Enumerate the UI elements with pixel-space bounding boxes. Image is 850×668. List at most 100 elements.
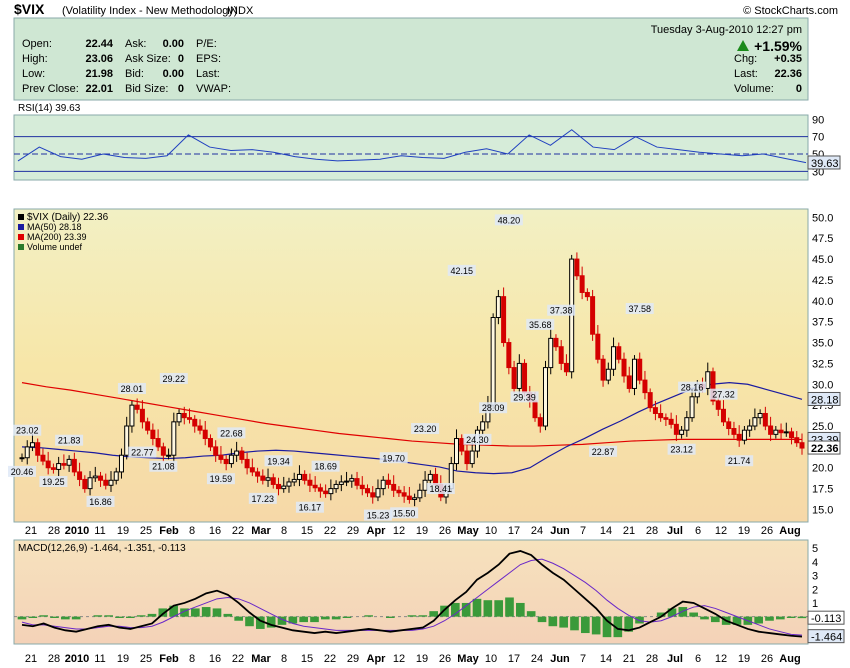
ma200-line [21, 382, 803, 447]
macd-tick-label: 4 [812, 557, 818, 569]
macd-histogram-bar [754, 616, 763, 624]
price-annotation-box [709, 388, 738, 400]
price-panel [13, 208, 809, 523]
candle-body [202, 429, 208, 440]
price-annotation-box [411, 423, 440, 435]
quote-value: 23.06 [85, 53, 113, 65]
candle-body [281, 485, 287, 490]
quote-value: 0 [796, 83, 802, 95]
x-tick-label: Jul [667, 525, 683, 537]
candle-body [417, 489, 423, 499]
quote-label: Bid Size: [125, 83, 168, 95]
price-tick-label: 37.5 [812, 317, 833, 329]
legend-swatch [18, 234, 24, 240]
quote-label: Ask: [125, 38, 146, 50]
candle-body [197, 425, 203, 431]
x-tick-label: Aug [779, 653, 800, 665]
candle-body [71, 458, 77, 473]
price-annotation: 35.68 [529, 320, 552, 330]
macd-histogram-bar [288, 616, 298, 624]
candle-body [385, 479, 391, 485]
candle-body [532, 400, 538, 419]
candle-body [595, 333, 601, 360]
macd-histogram-bar [115, 616, 124, 618]
quote-panel [13, 17, 809, 101]
candle-body [66, 458, 72, 466]
x-tick-label: 12 [393, 653, 405, 665]
price-tick-label: 20.0 [812, 463, 833, 475]
macd-histogram-bar [635, 616, 644, 624]
candle-body [747, 425, 753, 431]
candle-body [223, 458, 229, 465]
price-annotation: 18.41 [430, 484, 453, 494]
candle-body [396, 489, 402, 494]
candle-body [150, 429, 156, 440]
candle-body [260, 475, 266, 481]
macd-histogram-bar [613, 616, 623, 638]
macd-histogram-bar [418, 615, 428, 617]
macd-histogram-bar [104, 615, 113, 617]
quote-label: Low: [22, 68, 45, 80]
x-tick-label: 29 [347, 653, 359, 665]
candle-body [490, 317, 496, 406]
candle-body [286, 481, 292, 487]
candle-body [611, 346, 617, 370]
candle-body [333, 483, 339, 490]
quote-value: 22.36 [774, 68, 802, 80]
price-annotation: 21.83 [58, 436, 81, 446]
candle-body [375, 488, 381, 498]
quote-label: Prev Close: [22, 83, 79, 95]
candle-body [710, 371, 716, 402]
price-annotation-box [149, 460, 178, 472]
price-annotation: 29.22 [163, 374, 186, 384]
x-tick-label: 8 [281, 653, 287, 665]
rsi-tick-label: 90 [812, 114, 824, 126]
candle-body [129, 404, 135, 427]
change-percent: +1.59% [754, 38, 802, 54]
candle-body [762, 412, 768, 427]
candle-body [270, 477, 276, 485]
price-annotation-box [363, 509, 392, 521]
price-annotation: 16.86 [89, 497, 112, 507]
macd-histogram-bar [17, 616, 27, 620]
candle-body [579, 275, 585, 293]
symbol-name: (Volatility Index - New Methodology) [62, 5, 237, 17]
quote-label: EPS: [196, 53, 221, 65]
macd-histogram-bar [667, 608, 677, 617]
macd-histogram-bar [299, 616, 308, 623]
macd-histogram-bar [765, 616, 774, 621]
candle-body [427, 473, 433, 481]
macd-histogram-bar [483, 600, 493, 617]
x-tick-label: Jun [550, 525, 570, 537]
price-annotation: 22.77 [131, 448, 154, 458]
x-tick-label: Aug [779, 525, 800, 537]
x-tick-label: 15 [301, 653, 313, 665]
macd-histogram-bar [364, 615, 373, 617]
candle-body [24, 446, 30, 459]
candle-body [213, 446, 219, 456]
macd-histogram-bar [245, 616, 254, 627]
macd-histogram-bar [732, 616, 742, 625]
candle-body [103, 479, 109, 486]
candle-body [323, 490, 329, 495]
quote-value: 22.44 [85, 38, 113, 50]
macd-last-box [807, 610, 845, 625]
candle-body [124, 425, 130, 456]
rsi-tick-label: 70 [812, 132, 824, 144]
x-tick-label: Jul [667, 653, 683, 665]
candle-body [312, 484, 318, 489]
candle-body [689, 396, 695, 419]
candle-body [799, 442, 805, 449]
macd-histogram-bar [256, 616, 265, 629]
symbol-exchange: INDX [227, 5, 254, 17]
price-annotation: 21.74 [728, 456, 751, 466]
x-tick-label: 28 [646, 653, 658, 665]
candle-body [218, 454, 224, 460]
candle-body [40, 454, 46, 462]
macd-histogram-bar [50, 616, 59, 618]
x-tick-label: 21 [623, 525, 635, 537]
candle-body [511, 367, 517, 389]
macd-histogram-bar [786, 616, 796, 618]
x-tick-label: 19 [416, 525, 428, 537]
price-annotation-box [295, 501, 324, 513]
